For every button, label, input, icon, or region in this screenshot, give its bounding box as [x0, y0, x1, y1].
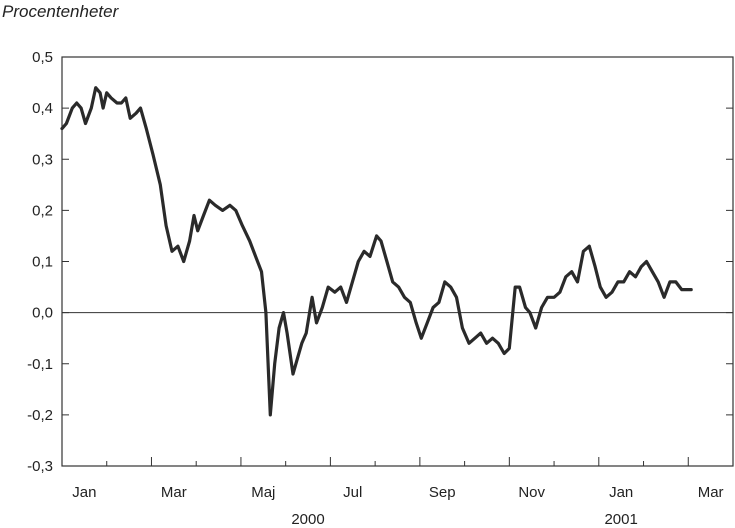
x-tick-label: Sep — [429, 484, 456, 501]
tick-labels: 0,5 0,4 0,3 0,2 0,1 0,0 -0,1 -0,2 -0,3 Jan Mar Maj J… — [27, 49, 723, 528]
y-tick-label: -0,3 — [27, 458, 53, 475]
x-tick-label: Jan — [72, 484, 96, 501]
y-tick-label: 0,3 — [32, 151, 53, 168]
x-tick-label: Jan — [609, 484, 633, 501]
x-tick-label: Nov — [518, 484, 545, 501]
y-tick-label: 0,0 — [32, 305, 53, 322]
y-tick-label: 0,5 — [32, 49, 53, 66]
y-tick-label: 0,4 — [32, 100, 53, 117]
year-label: 2001 — [604, 511, 637, 528]
unit-label: Procentenheter — [2, 2, 120, 21]
y-tick-label: -0,2 — [27, 407, 53, 424]
year-label: 2000 — [291, 511, 324, 528]
plot-frame — [61, 56, 734, 467]
axes — [61, 56, 734, 467]
y-tick-label: 0,2 — [32, 202, 53, 219]
x-tick-label: Mar — [161, 484, 187, 501]
series-group — [60, 86, 693, 417]
x-tick-label: Maj — [251, 484, 275, 501]
y-tick-label: 0,1 — [32, 254, 53, 271]
y-tick-label: -0,1 — [27, 356, 53, 373]
series-line — [60, 86, 693, 417]
x-tick-label: Jul — [343, 484, 362, 501]
x-tick-label: Mar — [698, 484, 724, 501]
